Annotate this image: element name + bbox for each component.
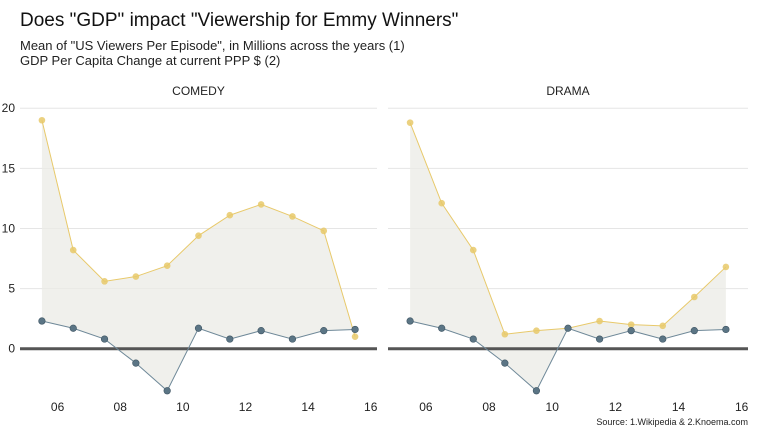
y-tick-label: 5 bbox=[8, 282, 15, 296]
x-tick-label: 10 bbox=[546, 400, 560, 414]
chart-caption: Source: 1.Wikipedia & 2.Knoema.com bbox=[596, 417, 748, 427]
chart-subtitle-line-1: Mean of "US Viewers Per Episode", in Mil… bbox=[20, 38, 405, 53]
viewers-point bbox=[101, 278, 108, 285]
x-tick-label: 16 bbox=[364, 400, 378, 414]
gdp-point bbox=[288, 335, 297, 343]
x-tick-label: 16 bbox=[735, 400, 749, 414]
viewers-point bbox=[501, 330, 509, 338]
viewers-point bbox=[659, 322, 667, 330]
ribbon-area bbox=[410, 122, 726, 391]
viewers-point bbox=[226, 211, 234, 219]
viewers-point bbox=[469, 246, 477, 254]
x-tick-label: 06 bbox=[51, 400, 65, 414]
gdp-point bbox=[320, 327, 328, 335]
gdp-point bbox=[627, 327, 635, 335]
gdp-point bbox=[163, 387, 171, 395]
viewers-point bbox=[38, 116, 46, 124]
viewers-point bbox=[69, 246, 77, 254]
viewers-point bbox=[163, 262, 171, 270]
gdp-point bbox=[501, 359, 509, 367]
viewers-point bbox=[627, 321, 635, 328]
viewers-point bbox=[438, 199, 445, 207]
gdp-point bbox=[469, 335, 477, 343]
y-tick-label: 0 bbox=[8, 342, 15, 356]
gdp-point bbox=[38, 317, 46, 325]
x-tick-label: 08 bbox=[114, 400, 128, 414]
viewers-point bbox=[257, 201, 265, 208]
facet-panel-drama: DRAMA 06 08 10 12 14 16 bbox=[388, 84, 749, 414]
y-tick-label: 15 bbox=[2, 161, 16, 175]
gdp-point bbox=[438, 324, 446, 332]
viewers-point bbox=[289, 213, 296, 220]
y-tick-label: 10 bbox=[2, 221, 16, 235]
ribbon-area bbox=[41, 120, 356, 391]
gdp-point bbox=[194, 324, 203, 332]
x-tick-label: 08 bbox=[482, 400, 496, 414]
x-tick-label: 12 bbox=[609, 400, 623, 414]
gdp-point bbox=[100, 335, 109, 343]
gdp-point bbox=[595, 335, 604, 343]
chart-subtitle-line-2: GDP Per Capita Change at current PPP $ (… bbox=[20, 53, 281, 68]
gdp-point bbox=[351, 325, 359, 334]
facet-strip-label: COMEDY bbox=[172, 84, 225, 98]
viewers-point bbox=[195, 232, 202, 239]
gdp-point bbox=[132, 359, 140, 367]
gdp-point bbox=[257, 327, 265, 335]
facet-strip-label: DRAMA bbox=[546, 84, 589, 98]
y-tick-label: 20 bbox=[2, 101, 16, 115]
gdp-point bbox=[226, 335, 234, 343]
x-tick-label: 12 bbox=[239, 400, 253, 414]
x-tick-label: 10 bbox=[176, 400, 190, 414]
chart-title: Does "GDP" impact "Viewership for Emmy W… bbox=[20, 10, 459, 31]
gdp-point bbox=[69, 324, 77, 332]
gdp-point bbox=[690, 327, 698, 335]
viewers-point bbox=[691, 293, 698, 301]
viewers-point bbox=[596, 317, 603, 325]
gdp-point bbox=[722, 325, 730, 334]
facet-panel-comedy: COMEDY 06 08 10 12 14 16 bbox=[20, 84, 378, 414]
viewers-point bbox=[406, 119, 414, 126]
viewers-point bbox=[533, 327, 540, 334]
gdp-point bbox=[532, 387, 541, 395]
x-tick-label: 06 bbox=[419, 400, 433, 414]
gdp-point bbox=[564, 324, 572, 332]
x-tick-label: 14 bbox=[672, 400, 686, 414]
viewers-point bbox=[320, 227, 328, 235]
gdp-point bbox=[659, 335, 667, 343]
viewers-point bbox=[722, 263, 730, 271]
gdp-point bbox=[406, 317, 414, 325]
viewers-point bbox=[132, 273, 140, 280]
viewers-point bbox=[351, 333, 359, 340]
x-tick-label: 14 bbox=[301, 400, 315, 414]
